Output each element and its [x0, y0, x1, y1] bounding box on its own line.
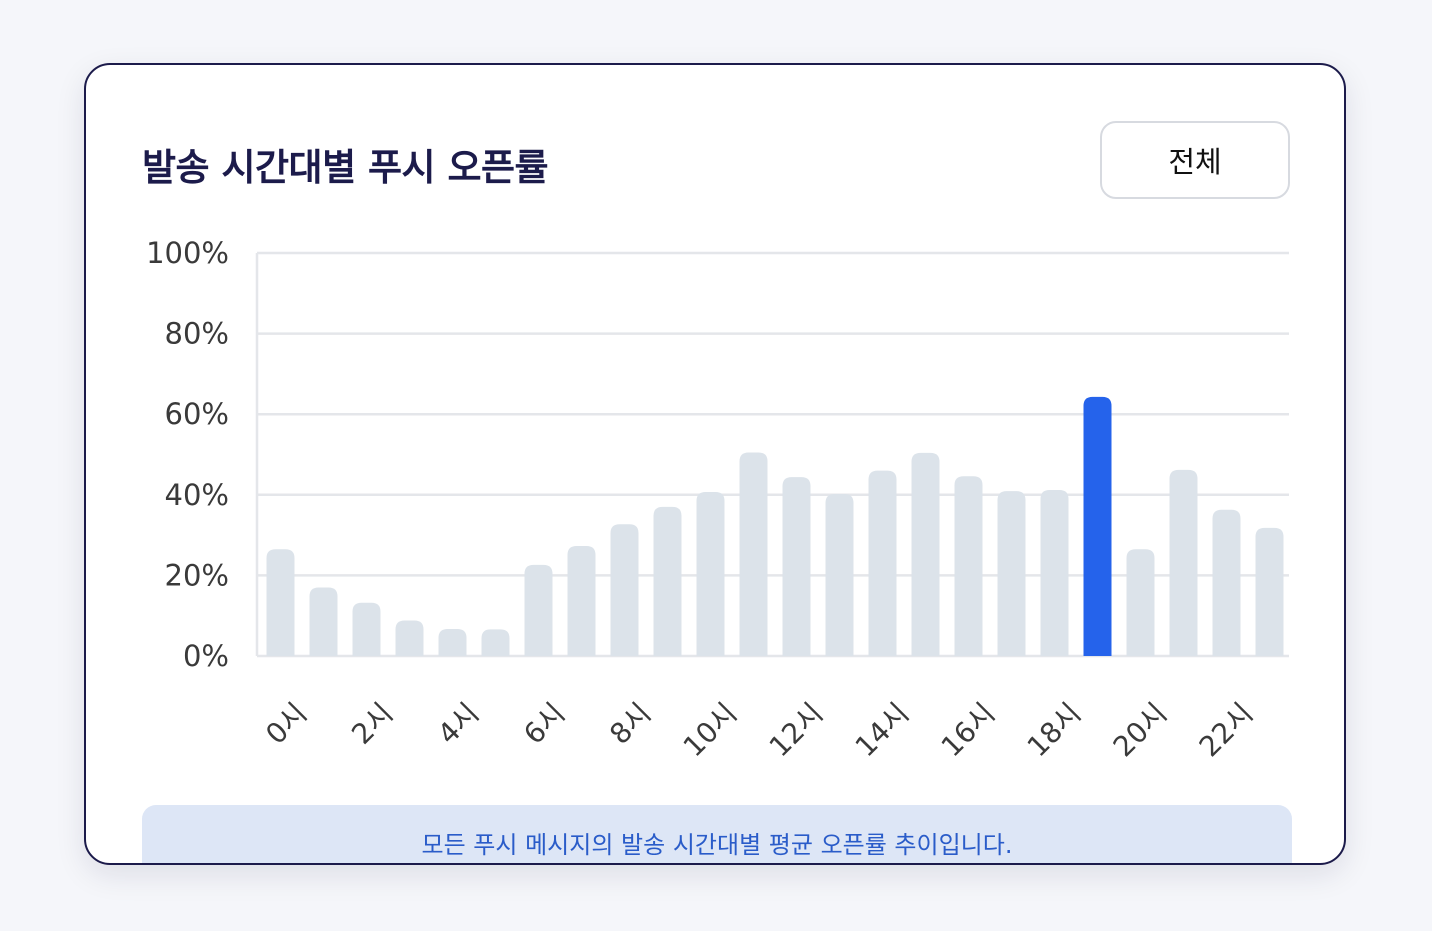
y-tick-label: 100% — [146, 236, 229, 270]
info-banner: 모든 푸시 메시지의 발송 시간대별 평균 오픈률 추이입니다. — [142, 805, 1292, 863]
bar-hour-7[interactable] — [567, 545, 596, 656]
bar-hour-16[interactable] — [954, 476, 983, 656]
y-tick-label: 20% — [165, 558, 229, 592]
x-tick-label: 14시 — [849, 697, 916, 764]
x-tick-label: 2시 — [345, 697, 399, 751]
bar-hour-15[interactable] — [911, 452, 940, 656]
bar-hour-14[interactable] — [868, 470, 897, 656]
bar-hour-12[interactable] — [782, 477, 811, 656]
bar-hour-8[interactable] — [610, 524, 639, 656]
y-tick-label: 80% — [165, 317, 229, 351]
bar-hour-23[interactable] — [1255, 527, 1284, 656]
y-tick-label: 60% — [165, 397, 229, 431]
bar-hour-3[interactable] — [395, 620, 424, 656]
bar-hour-17[interactable] — [997, 491, 1026, 656]
info-text: 모든 푸시 메시지의 발송 시간대별 평균 오픈률 추이입니다. — [421, 831, 1013, 859]
x-tick-label: 12시 — [763, 697, 830, 764]
bars — [266, 396, 1284, 656]
x-tick-label: 22시 — [1193, 697, 1260, 764]
filter-all-button[interactable]: 전체 — [1100, 121, 1290, 199]
x-tick-label: 8시 — [603, 697, 657, 751]
push-open-rate-chart: 0% 20% 40% 60% 80% 100% 0시 2시 4시 6시 8시 10시 12시 14시 16… — [146, 236, 1289, 764]
x-tick-label: 18시 — [1021, 697, 1088, 764]
card-title: 발송 시간대별 푸시 오픈률 — [142, 146, 549, 189]
bar-hour-22[interactable] — [1212, 509, 1241, 656]
y-tick-label: 0% — [183, 639, 229, 673]
gridlines — [255, 251, 1289, 658]
x-tick-label: 20시 — [1107, 697, 1174, 764]
chart-card: 발송 시간대별 푸시 오픈률 전체 0% 20% 40% 60% 80% 100% 0시 2… — [84, 63, 1346, 865]
bar-hour-6[interactable] — [524, 564, 553, 656]
x-tick-label: 0시 — [259, 697, 313, 751]
y-axis-ticks: 0% 20% 40% 60% 80% 100% — [146, 236, 229, 673]
bar-hour-20[interactable] — [1126, 549, 1155, 656]
x-tick-label: 6시 — [517, 697, 571, 751]
bar-hour-1[interactable] — [309, 587, 338, 656]
x-axis-ticks: 0시 2시 4시 6시 8시 10시 12시 14시 16시 18시 20시 22시 — [259, 697, 1259, 764]
bar-hour-5[interactable] — [481, 629, 510, 656]
bar-hour-9[interactable] — [653, 506, 682, 656]
bar-hour-19[interactable] — [1083, 396, 1112, 656]
bar-hour-10[interactable] — [696, 491, 725, 656]
x-tick-label: 16시 — [935, 697, 1002, 764]
bar-hour-21[interactable] — [1169, 469, 1198, 656]
bar-hour-18[interactable] — [1040, 489, 1069, 656]
bar-hour-13[interactable] — [825, 493, 854, 656]
bar-hour-11[interactable] — [739, 452, 768, 656]
bar-hour-0[interactable] — [266, 549, 295, 656]
x-tick-label: 4시 — [431, 697, 485, 751]
bar-hour-2[interactable] — [352, 602, 381, 656]
x-tick-label: 10시 — [677, 697, 744, 764]
bar-hour-4[interactable] — [438, 628, 467, 656]
y-tick-label: 40% — [165, 478, 229, 512]
